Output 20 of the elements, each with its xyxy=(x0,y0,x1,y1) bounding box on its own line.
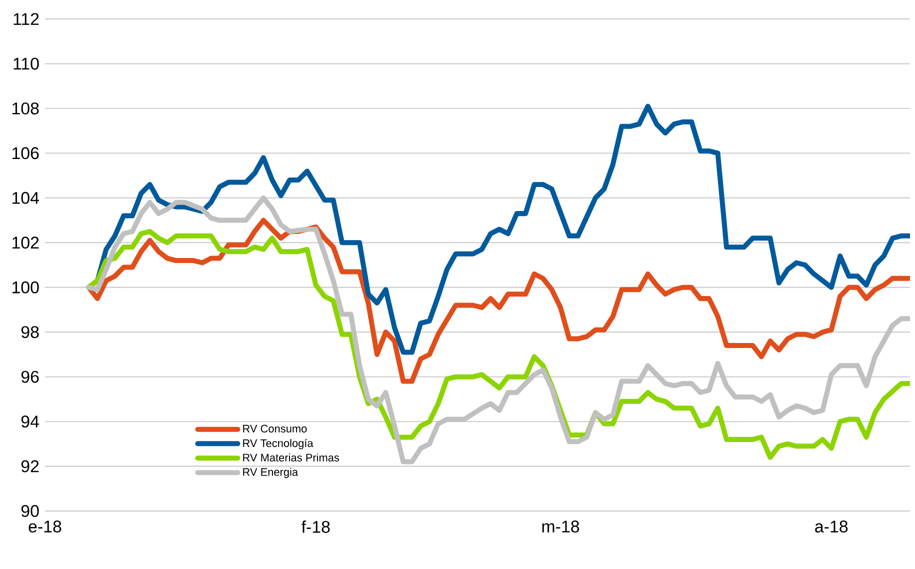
y-tick-label: 98 xyxy=(21,326,39,338)
x-tick-label: e-18 xyxy=(28,520,62,533)
y-tick-label: 104 xyxy=(12,192,39,204)
y-tick-label: 108 xyxy=(12,102,39,114)
legend-label: RV Energia xyxy=(243,468,298,478)
legend-label: RV Consumo xyxy=(243,424,307,433)
y-tick-label: 110 xyxy=(14,58,39,70)
legend-label: RV Tecnología xyxy=(243,438,314,450)
x-tick-label: a-18 xyxy=(815,520,848,533)
y-tick-label: 92 xyxy=(21,460,39,472)
legend-label: RV Materias Primas xyxy=(243,453,340,462)
y-tick-label: 102 xyxy=(12,236,39,249)
x-tick-label: m-18 xyxy=(542,520,580,533)
y-tick-label: 94 xyxy=(21,416,39,428)
y-tick-label: 90 xyxy=(21,505,39,517)
y-tick-label: 96 xyxy=(21,370,39,383)
x-tick-label: f-18 xyxy=(302,520,330,533)
y-tick-label: 100 xyxy=(12,281,39,294)
y-tick-label: 112 xyxy=(14,13,39,25)
y-tick-label: 106 xyxy=(12,147,39,160)
